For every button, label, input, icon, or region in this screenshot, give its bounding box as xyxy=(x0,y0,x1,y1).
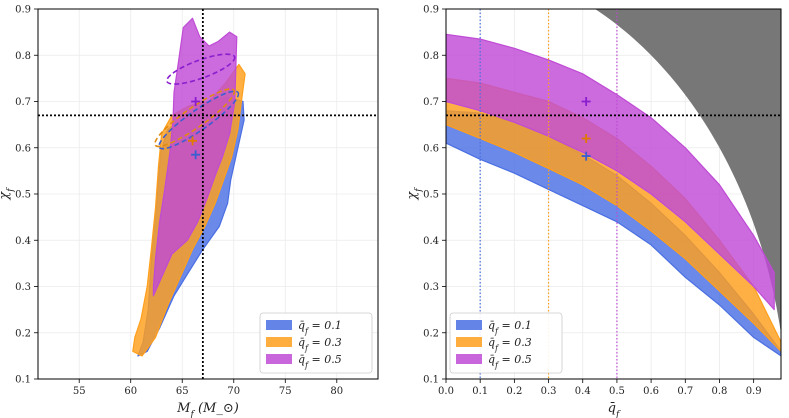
y-tick-label: 0.3 xyxy=(423,282,439,293)
y-tick-label: 0.8 xyxy=(423,51,439,62)
x-tick-label: 60 xyxy=(124,386,137,397)
x-tick-label: 55 xyxy=(73,386,86,397)
x-tick-label: 0.3 xyxy=(541,386,557,397)
legend-label-2: q̄f = 0.5 xyxy=(298,353,342,370)
prior-ellipse-1 xyxy=(154,88,236,148)
y-tick-label: 0.9 xyxy=(15,5,31,16)
excluded-region xyxy=(595,9,781,334)
legend-swatch-1 xyxy=(456,337,482,347)
injection-marker-0 xyxy=(191,150,201,160)
prior-ellipse-0 xyxy=(158,90,240,150)
y-axis-label: χf xyxy=(405,187,424,201)
y-tick-label: 0.1 xyxy=(423,375,439,386)
x-tick-label: 0.8 xyxy=(712,386,728,397)
x-tick-label: 65 xyxy=(176,386,189,397)
injection-marker-2 xyxy=(581,97,591,106)
y-tick-label: 0.8 xyxy=(15,51,31,62)
y-tick-label: 0.4 xyxy=(423,236,439,247)
y-tick-label: 0.5 xyxy=(423,190,439,201)
x-tick-label: 0.4 xyxy=(575,386,591,397)
legend-label-1: q̄f = 0.3 xyxy=(488,336,532,353)
y-axis-label: χf xyxy=(0,187,16,201)
right-panel: 0.0 0.1 0.2 0.3 0.4 0.5 0.6 0.7 0.8 0.90.10.20.30… xyxy=(405,5,782,418)
left-panel: 55 60 65 70 75 80 0.1 0.2 0.3 0.4 0.5 0.6 0.7 0.8 0.9 M… xyxy=(0,5,379,418)
legend-swatch-0 xyxy=(456,320,482,330)
legend-label-2: q̄f = 0.5 xyxy=(488,353,532,370)
y-tick-label: 0.6 xyxy=(15,143,31,154)
injection-marker-2 xyxy=(191,97,201,106)
legend-swatch-2 xyxy=(266,354,292,364)
y-tick-label: 0.6 xyxy=(423,143,439,154)
x-tick-label: 0.1 xyxy=(472,386,488,397)
y-tick-label: 0.3 xyxy=(15,282,31,293)
x-tick-label: 0.9 xyxy=(746,386,762,397)
legend-swatch-0 xyxy=(266,320,292,330)
legend-swatch-2 xyxy=(456,354,482,364)
x-tick-label: 0.6 xyxy=(643,386,659,397)
legend-label-0: q̄f = 0.1 xyxy=(488,319,532,336)
plot-area xyxy=(446,9,781,379)
legend-label-1: q̄f = 0.3 xyxy=(298,336,342,353)
legend-label-0: q̄f = 0.1 xyxy=(298,319,342,336)
y-tick-label: 0.7 xyxy=(423,97,439,108)
y-tick-label: 0.5 xyxy=(15,190,31,201)
injection-marker-1 xyxy=(188,136,198,146)
x-tick-label: 0.0 xyxy=(438,386,454,397)
y-tick-label: 0.1 xyxy=(15,375,31,386)
y-tick-label: 0.7 xyxy=(15,97,31,108)
x-axis-label: Mf (M_⊙) xyxy=(176,401,239,418)
x-tick-label: 0.7 xyxy=(677,386,693,397)
injection-marker-1 xyxy=(581,134,591,143)
prior-ellipse-2 xyxy=(166,53,236,85)
x-tick-label: 80 xyxy=(330,386,343,397)
y-tick-label: 0.2 xyxy=(15,328,31,339)
credible-region-2 xyxy=(446,33,775,311)
x-tick-label: 75 xyxy=(279,386,292,397)
y-tick-label: 0.4 xyxy=(15,236,31,247)
injection-marker-0 xyxy=(581,151,591,161)
y-tick-label: 0.9 xyxy=(423,5,439,16)
y-tick-label: 0.2 xyxy=(423,328,439,339)
x-axis-label: q̄f xyxy=(608,401,621,418)
x-tick-label: 0.2 xyxy=(506,386,522,397)
x-tick-label: 0.5 xyxy=(609,386,625,397)
plot-area xyxy=(38,9,378,379)
x-tick-label: 70 xyxy=(227,386,240,397)
legend-swatch-1 xyxy=(266,337,292,347)
